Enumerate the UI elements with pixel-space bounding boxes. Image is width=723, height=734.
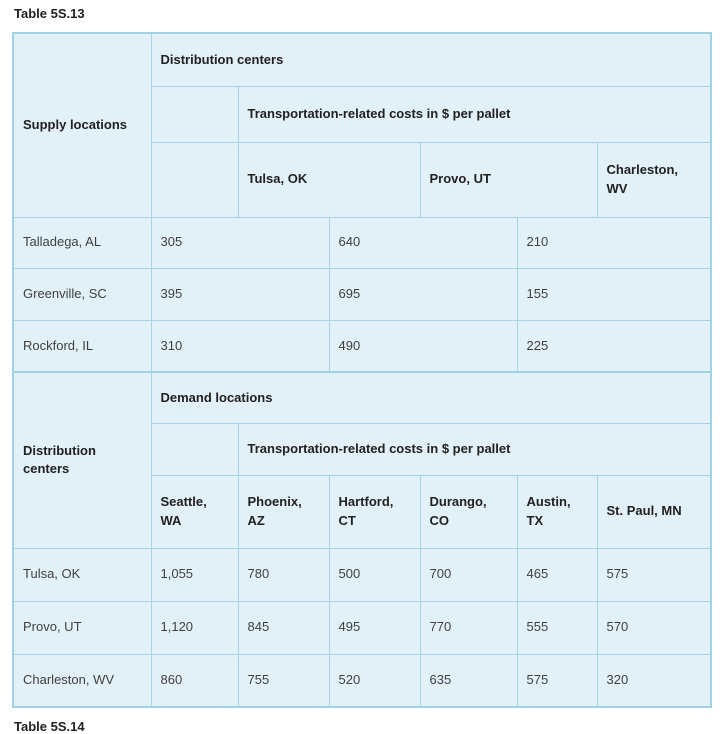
cost-cell: 860 bbox=[150, 653, 239, 708]
cost-cell: 500 bbox=[328, 547, 421, 602]
supply-cost-header: Transportation-related costs in $ per pa… bbox=[237, 85, 712, 143]
cost-cell: 310 bbox=[150, 319, 330, 373]
cost-cell: 520 bbox=[328, 653, 421, 708]
table-row: Charleston, WV 860 755 520 635 575 320 bbox=[12, 653, 712, 708]
cost-cell: 495 bbox=[328, 600, 421, 655]
column-header-stpaul: St. Paul, MN bbox=[596, 474, 712, 549]
row-label: Rockford, IL bbox=[12, 319, 152, 373]
cost-cell: 490 bbox=[328, 319, 518, 373]
table-row: Distribution centers Demand locations bbox=[12, 371, 712, 549]
column-header-hartford: Hartford, CT bbox=[328, 474, 421, 549]
cost-cell: 320 bbox=[596, 653, 712, 708]
cost-cell: 555 bbox=[516, 600, 598, 655]
cost-cell: 395 bbox=[150, 267, 330, 321]
cost-cell: 1,055 bbox=[150, 547, 239, 602]
cost-cell: 845 bbox=[237, 600, 330, 655]
cost-cell: 575 bbox=[516, 653, 598, 708]
row-label: Tulsa, OK bbox=[12, 547, 152, 602]
row-label: Talladega, AL bbox=[12, 216, 152, 269]
empty-cell bbox=[150, 141, 239, 218]
cost-cell: 700 bbox=[419, 547, 518, 602]
cost-cell: 575 bbox=[596, 547, 712, 602]
cost-cell: 635 bbox=[419, 653, 518, 708]
cost-cell: 225 bbox=[516, 319, 712, 373]
empty-cell bbox=[150, 422, 239, 476]
cost-cell: 465 bbox=[516, 547, 598, 602]
demand-corner-label: Distribution centers bbox=[12, 371, 152, 549]
page-title: Table 5S.13 bbox=[14, 6, 85, 21]
table-row: Provo, UT 1,120 845 495 770 555 570 bbox=[12, 600, 712, 655]
table-row: Talladega, AL 305 640 210 bbox=[12, 216, 712, 269]
table-row: Tulsa, OK 1,055 780 500 700 465 575 bbox=[12, 547, 712, 602]
cost-cell: 155 bbox=[516, 267, 712, 321]
column-header-phoenix: Phoenix, AZ bbox=[237, 474, 330, 549]
table-row: Rockford, IL 310 490 225 bbox=[12, 319, 712, 373]
row-label: Provo, UT bbox=[12, 600, 152, 655]
supply-group-header: Distribution centers bbox=[150, 32, 712, 87]
table-row: Transportation-related costs in $ per pa… bbox=[13, 422, 712, 476]
row-label: Greenville, SC bbox=[12, 267, 152, 321]
cost-cell: 770 bbox=[419, 600, 518, 655]
column-header-provo: Provo, UT bbox=[419, 141, 598, 218]
cost-cell: 780 bbox=[237, 547, 330, 602]
transportation-costs-table: Supply locations Distribution centers Tr… bbox=[12, 32, 713, 708]
table-row: Tulsa, OK Provo, UT Charleston, WV bbox=[13, 141, 712, 218]
demand-cost-header: Transportation-related costs in $ per pa… bbox=[237, 422, 712, 476]
column-header-charleston: Charleston, WV bbox=[596, 141, 712, 218]
demand-group-header: Demand locations bbox=[150, 371, 712, 424]
empty-cell bbox=[150, 85, 239, 143]
cost-cell: 570 bbox=[596, 600, 712, 655]
cost-cell: 305 bbox=[150, 216, 330, 269]
cost-cell: 695 bbox=[328, 267, 518, 321]
column-header-tulsa: Tulsa, OK bbox=[237, 141, 421, 218]
row-label: Charleston, WV bbox=[12, 653, 152, 708]
cost-cell: 640 bbox=[328, 216, 518, 269]
table-row: Seattle, WA Phoenix, AZ Hartford, CT Dur… bbox=[13, 474, 712, 549]
column-header-durango: Durango, CO bbox=[419, 474, 518, 549]
supply-corner-label: Supply locations bbox=[12, 32, 152, 218]
column-header-austin: Austin, TX bbox=[516, 474, 598, 549]
cost-cell: 210 bbox=[516, 216, 712, 269]
cost-cell: 1,120 bbox=[150, 600, 239, 655]
column-header-seattle: Seattle, WA bbox=[150, 474, 239, 549]
table-row: Greenville, SC 395 695 155 bbox=[12, 267, 712, 321]
table-row: Supply locations Distribution centers bbox=[12, 32, 712, 218]
next-page-title-partial: Table 5S.14 bbox=[14, 719, 85, 734]
cost-cell: 755 bbox=[237, 653, 330, 708]
